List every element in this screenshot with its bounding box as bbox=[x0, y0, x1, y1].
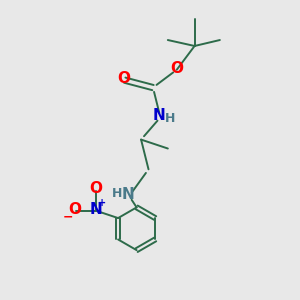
Text: +: + bbox=[98, 198, 106, 208]
Text: −: − bbox=[62, 211, 73, 224]
Text: O: O bbox=[117, 71, 130, 86]
Text: O: O bbox=[68, 202, 82, 217]
Text: N: N bbox=[121, 187, 134, 202]
Text: H: H bbox=[112, 187, 122, 200]
Text: N: N bbox=[89, 202, 102, 217]
Text: O: O bbox=[89, 181, 102, 196]
Text: H: H bbox=[165, 112, 175, 125]
Text: O: O bbox=[170, 61, 184, 76]
Text: N: N bbox=[152, 108, 165, 123]
